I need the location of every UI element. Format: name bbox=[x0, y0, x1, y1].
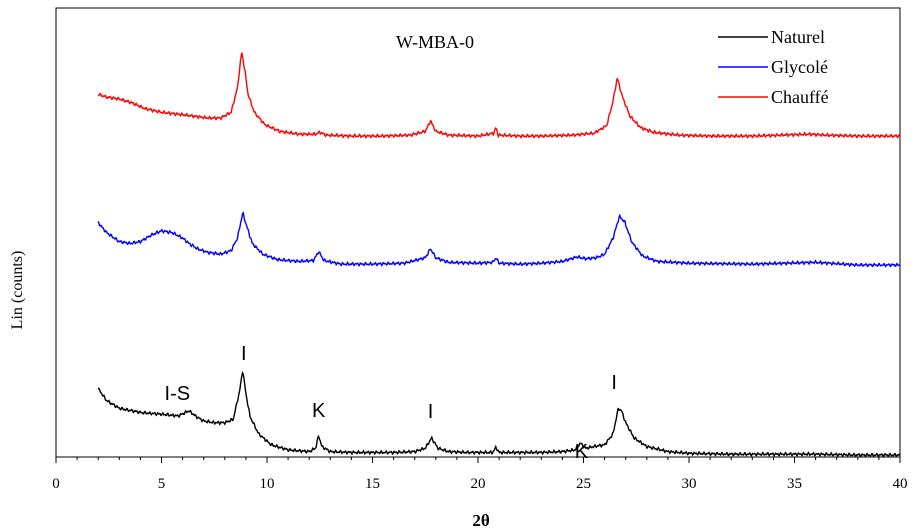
legend-label: Naturel bbox=[771, 27, 825, 47]
x-tick-label: 10 bbox=[260, 476, 275, 492]
legend-label: Chauffé bbox=[771, 87, 829, 107]
x-tick-label: 20 bbox=[471, 476, 486, 492]
series-traces bbox=[97, 52, 901, 458]
y-axis-title: Lin (counts) bbox=[9, 251, 26, 330]
chart-title: W-MBA-0 bbox=[396, 32, 474, 52]
peak-label: I bbox=[611, 372, 617, 394]
x-tick-label: 0 bbox=[52, 476, 60, 492]
x-axis: 0 5 10 15 20 25 30 35 40 bbox=[52, 457, 908, 492]
x-tick-label: 5 bbox=[158, 476, 166, 492]
x-tick-label: 35 bbox=[787, 476, 802, 492]
legend-label: Glycolé bbox=[771, 57, 828, 77]
peak-labels: I-S I K I K I bbox=[165, 343, 617, 463]
peak-label: I-S bbox=[165, 383, 191, 405]
peak-label: K bbox=[312, 400, 326, 422]
series-line-3 bbox=[97, 52, 901, 139]
peak-label: K bbox=[575, 441, 589, 463]
x-tick-label: 40 bbox=[893, 476, 908, 492]
x-tick-label: 25 bbox=[576, 476, 591, 492]
series-line-2 bbox=[97, 211, 900, 268]
peak-label: I bbox=[428, 401, 434, 423]
x-tick-label: 15 bbox=[365, 476, 380, 492]
legend: Naturel Glycolé Chauffé bbox=[718, 27, 829, 107]
x-axis-title: 2θ bbox=[472, 511, 490, 530]
x-tick-label: 30 bbox=[682, 476, 697, 492]
series-line-1 bbox=[97, 370, 901, 458]
peak-label: I bbox=[241, 343, 247, 365]
